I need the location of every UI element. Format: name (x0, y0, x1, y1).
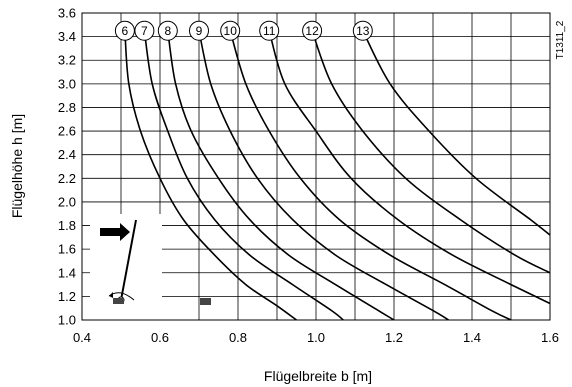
y-tick-labels: 1.0 1.2 1.4 1.6 1.8 2.0 2.2 2.4 2.6 2.8 3.0 3.2 3.4 3… (58, 6, 76, 328)
swing-arrow-icon (109, 292, 113, 298)
y-tick-label: 2.0 (58, 194, 76, 209)
curve-label-6: 6 (122, 24, 129, 38)
curve-label-circle (259, 20, 280, 41)
curve-label-12: 12 (305, 24, 319, 38)
y-tick-label: 2.4 (58, 147, 76, 162)
y-tick-label: 2.6 (58, 124, 76, 139)
curve-label-circle (189, 20, 209, 41)
door-leaf-inset (90, 214, 162, 322)
y-tick-label: 2.8 (58, 100, 76, 115)
curve-label-9: 9 (196, 24, 203, 38)
curve-label-8: 8 (164, 24, 171, 38)
curve-label-circle (302, 20, 323, 41)
y-tick-label: 3.0 (58, 76, 76, 91)
series-line-9 (198, 30, 450, 321)
series-line-12 (311, 30, 551, 274)
series-curves (124, 30, 551, 321)
x-tick-label: 0.6 (151, 330, 169, 345)
y-tick-label: 1.0 (58, 313, 76, 328)
series-line-8 (167, 30, 395, 321)
y-tick-label: 2.2 (58, 171, 76, 186)
series-line-11 (268, 30, 551, 305)
x-tick-label: 1.0 (307, 330, 325, 345)
curve-labels: 6 7 8 9 10 11 12 13 (114, 20, 373, 41)
y-axis-label: Flügelhöhe h [m] (9, 114, 25, 218)
plot-frame (81, 12, 551, 321)
x-tick-label: 0.8 (229, 330, 247, 345)
curve-label-13: 13 (356, 24, 370, 38)
x-tick-label: 0.4 (73, 330, 91, 345)
y-tick-label: 1.8 (58, 218, 76, 233)
y-tick-label: 3.2 (58, 53, 76, 68)
series-line-6 (124, 30, 297, 321)
x-tick-label: 1.2 (385, 330, 403, 345)
x-tick-label: 1.4 (463, 330, 481, 345)
curve-label-circle (134, 20, 155, 41)
force-arrow-icon (100, 223, 130, 241)
y-tick-label: 3.6 (58, 6, 76, 21)
series-line-7 (143, 30, 344, 321)
series-line-13 (362, 30, 551, 236)
curve-label-7: 7 (141, 24, 148, 38)
y-tick-label: 3.4 (58, 29, 76, 44)
x-axis-label: Flügelbreite b [m] (264, 368, 372, 384)
y-tick-label: 1.2 (58, 289, 76, 304)
x-tick-labels: 0.4 0.6 0.8 1.0 1.2 1.4 1.6 (73, 330, 559, 345)
curve-label-circle (157, 20, 178, 41)
curve-label-10: 10 (224, 24, 238, 38)
curve-label-circle (220, 20, 241, 41)
closer-block-icon (200, 298, 211, 305)
curve-label-circle (352, 20, 373, 41)
curve-label-11: 11 (263, 24, 276, 38)
y-tick-label: 1.4 (58, 265, 76, 280)
series-line-10 (229, 30, 512, 321)
door-leaf-line (120, 219, 137, 301)
y-tick-label: 1.6 (58, 242, 76, 257)
document-code: T1311_2 (555, 20, 566, 59)
x-tick-label: 1.6 (541, 330, 559, 345)
closer-block-icon (113, 298, 124, 304)
